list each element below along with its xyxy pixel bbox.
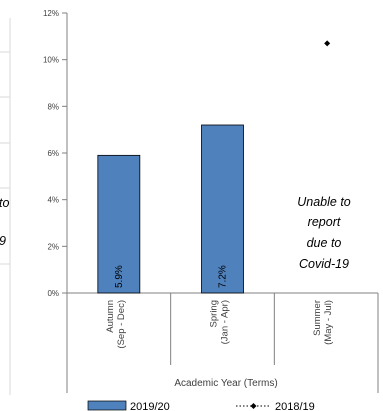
x-tick-label: (Sep - Dec) (116, 300, 127, 349)
left-fragment-text-1: 9 (0, 234, 6, 248)
bar (97, 154, 141, 294)
y-tick-label: 10% (43, 56, 59, 65)
bar-data-label: 7.2% (218, 265, 229, 288)
y-tick-label: 2% (47, 242, 59, 251)
x-axis-title: Academic Year (Terms) (174, 378, 277, 389)
y-tick-label: 4% (47, 196, 59, 205)
y-tick-label: 6% (47, 149, 59, 158)
covid-annotation: Unable to report due to Covid-19 (297, 195, 351, 271)
bars: 5.9% 7.2% (97, 124, 244, 294)
y-axis: 0% 2% 4% 6% 8% 10% 12% (43, 9, 68, 298)
bar (201, 124, 244, 294)
annotation-line-3: Covid-19 (299, 257, 349, 271)
x-axis: Autumn (Sep - Dec) Spring (Jan - Apr) Summer… (66, 292, 379, 393)
legend: 2019/20 2018/19 (87, 400, 315, 411)
x-tick-label: Summer (312, 300, 323, 336)
x-tick-label: (Jan - Apr) (220, 300, 231, 344)
legend-marker-2018-19 (250, 403, 257, 409)
legend-swatch-2019-20 (87, 400, 127, 411)
bar-data-label: 5.9% (114, 265, 125, 288)
x-tick-label: Autumn (105, 300, 116, 333)
left-panel-fragment: to 9 (0, 18, 11, 395)
y-tick-label: 0% (47, 289, 59, 298)
x-tick-label: (May - Jul) (323, 300, 334, 345)
legend-label-2019-20: 2019/20 (130, 401, 170, 411)
annotation-line-0: Unable to (297, 195, 351, 209)
markers (324, 40, 331, 47)
data-point-marker (324, 40, 331, 47)
y-tick-label: 8% (47, 102, 59, 111)
annotation-line-1: report (308, 215, 341, 229)
y-tick-label: 12% (43, 9, 59, 18)
annotation-line-2: due to (307, 236, 342, 250)
left-fragment-text-0: to (0, 196, 9, 210)
legend-label-2018-19: 2018/19 (275, 401, 315, 411)
x-tick-label: Spring (209, 300, 220, 327)
